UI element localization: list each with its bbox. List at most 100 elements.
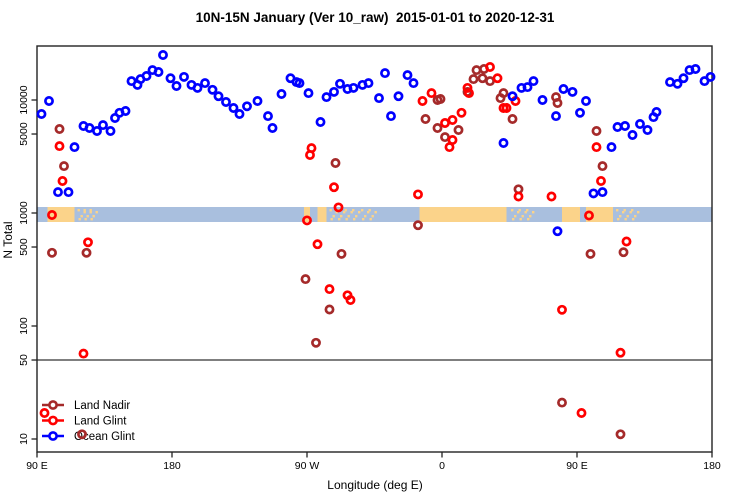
map-strip-speckle [350, 211, 353, 214]
map-strip-speckle [616, 209, 619, 212]
data-point [468, 74, 479, 85]
data-point [228, 103, 239, 113]
data-point [53, 187, 63, 198]
map-strip-speckle [352, 209, 355, 212]
data-point [678, 73, 689, 84]
data-point [432, 123, 443, 133]
map-strip-speckle [524, 211, 527, 214]
data-point [588, 188, 599, 199]
data-point [207, 84, 218, 95]
data-point [464, 88, 474, 99]
map-strip-speckle [358, 211, 361, 214]
data-point [557, 304, 567, 315]
data-point [153, 67, 164, 77]
data-point [315, 117, 326, 127]
data-point [374, 93, 384, 104]
data-point [263, 111, 273, 122]
map-strip-speckle [90, 218, 93, 221]
data-point [546, 191, 557, 202]
data-point [471, 65, 482, 76]
data-point [621, 236, 632, 247]
data-point [83, 237, 93, 248]
data-point [575, 107, 585, 118]
x-tick-label: 90 E [26, 460, 48, 472]
map-strip-speckle [514, 215, 517, 218]
legend-label: Land Nadir [74, 400, 130, 412]
map-strip-speckle [77, 209, 80, 212]
data-point [242, 101, 252, 112]
data-point [597, 187, 608, 198]
data-point [300, 274, 311, 285]
data-point [335, 78, 345, 89]
data-point [63, 187, 74, 198]
map-strip-speckle [343, 211, 346, 214]
map-strip-speckle [353, 218, 356, 221]
data-point [672, 78, 683, 89]
data-point [77, 429, 87, 440]
map-strip-speckle [626, 215, 629, 218]
data-point [447, 115, 458, 125]
data-point [567, 86, 578, 97]
data-point [440, 132, 450, 143]
map-strip-speckle [617, 218, 620, 221]
data-point [576, 408, 587, 418]
map-strip-speckle [532, 211, 535, 214]
map-strip-speckle [335, 211, 338, 214]
data-point [492, 73, 503, 84]
map-strip-speckle [519, 218, 522, 221]
data-point [585, 248, 596, 259]
map-strip-speckle [371, 215, 374, 218]
data-point [171, 81, 182, 91]
data-point [413, 189, 423, 200]
map-strip-speckle [86, 215, 89, 218]
data-point [408, 78, 419, 89]
map-strip-speckle [518, 209, 521, 212]
data-point [413, 220, 423, 231]
data-point [558, 84, 569, 94]
data-point [705, 71, 716, 82]
y-tick-label: 10000 [18, 85, 30, 114]
data-point [642, 125, 653, 135]
y-tick-label: 500 [18, 238, 30, 256]
data-point [44, 96, 54, 106]
data-point [584, 210, 594, 221]
data-point [581, 96, 591, 106]
data-point [36, 109, 47, 119]
data-point [522, 82, 533, 93]
data-point [311, 337, 321, 348]
data-point [200, 78, 210, 89]
data-point [276, 89, 287, 99]
data-point [426, 88, 437, 99]
series-land-nadir [47, 64, 629, 440]
map-strip-speckle [330, 218, 333, 221]
data-point [615, 347, 626, 358]
data-point [81, 247, 92, 258]
data-point [302, 215, 312, 226]
map-strip-speckle [332, 215, 335, 218]
data-point [324, 284, 335, 295]
data-point [507, 91, 518, 102]
data-point [321, 92, 332, 103]
legend-marker [48, 415, 58, 426]
data-point [363, 78, 374, 89]
data-point [39, 408, 50, 418]
map-strip-speckle [367, 211, 370, 214]
data-point [158, 50, 168, 60]
plot-box [36, 45, 713, 453]
data-point [221, 97, 231, 107]
data-point [267, 123, 278, 133]
map-strip-speckle [347, 215, 350, 218]
chart-title: 10N-15N January (Ver 10_raw) 2015-01-01 … [195, 10, 555, 25]
data-point [386, 111, 396, 122]
data-point [651, 107, 662, 117]
x-axis-label: Longitude (deg E) [327, 478, 422, 492]
map-strip-speckle [526, 209, 529, 212]
data-point [54, 141, 65, 152]
data-point [665, 77, 675, 88]
data-point [485, 76, 495, 87]
data-point [498, 88, 509, 99]
data-point [47, 247, 57, 258]
data-point [98, 120, 108, 131]
